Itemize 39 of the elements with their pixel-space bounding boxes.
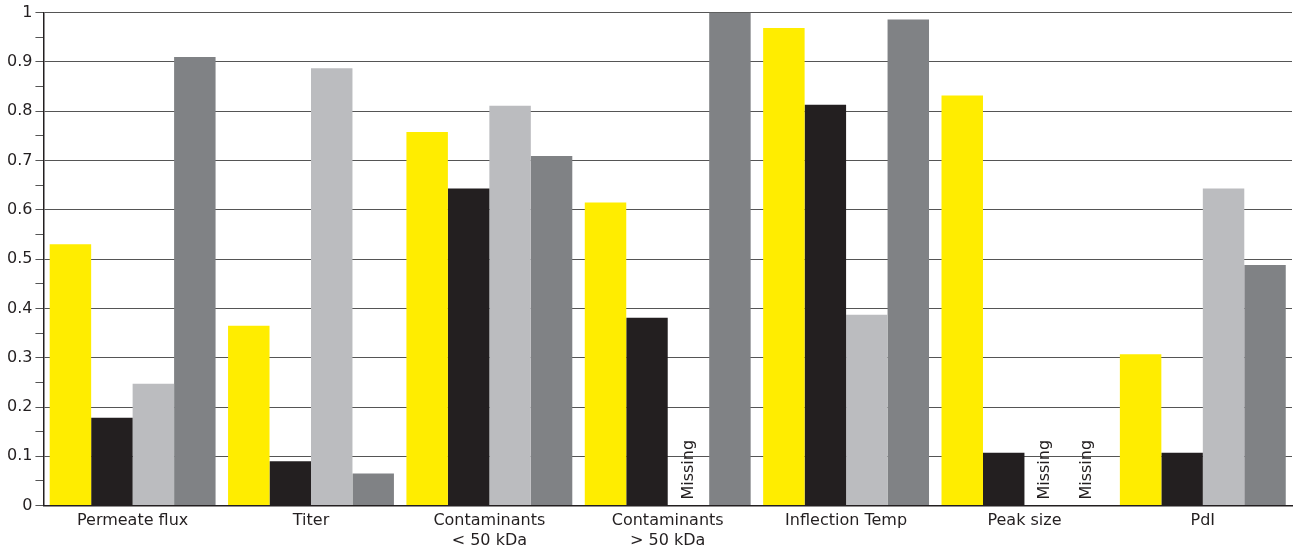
y-tick-label: 0.9	[6, 51, 33, 71]
bar	[1244, 265, 1286, 506]
x-tick-label: Contaminants < 50 kDa	[433, 510, 546, 549]
bar	[310, 68, 353, 506]
bar	[887, 19, 930, 506]
y-tick-label: 0	[22, 494, 33, 514]
x-tick-label: Inflection Temp	[785, 510, 908, 530]
annotation: Missing	[1075, 439, 1095, 500]
bar	[489, 105, 531, 506]
bar	[406, 131, 448, 506]
annotation: Missing	[677, 439, 697, 500]
text: 0.1	[6, 445, 33, 465]
bar	[709, 12, 751, 506]
bar	[352, 473, 394, 506]
y-tick-label: 0.8	[6, 100, 33, 120]
y-tick-label: 0.6	[6, 198, 33, 218]
y-tick-label: 0.7	[6, 149, 33, 169]
bar	[228, 325, 270, 506]
y-tick-label: 0.4	[6, 297, 33, 317]
bar	[1202, 188, 1245, 506]
bar	[174, 56, 216, 506]
bar	[584, 202, 627, 506]
x-tick-label: Peak size	[987, 510, 1062, 530]
x-tick-label: Contaminants > 50 kDa	[611, 510, 724, 549]
bar	[1119, 354, 1162, 506]
bar	[763, 27, 805, 506]
y-tick-label: 0.3	[6, 346, 33, 366]
bar	[132, 383, 175, 506]
annotation: Missing	[1034, 439, 1054, 500]
x-tick-label: PdI	[1190, 510, 1216, 530]
y-tick-label: 0.5	[6, 248, 33, 268]
bar	[941, 95, 983, 506]
bar	[49, 244, 92, 506]
y-tick-label: 0.2	[6, 396, 33, 416]
x-tick-label: Permeate flux	[76, 510, 189, 530]
x-tick-label: Titer	[291, 510, 330, 530]
bar	[846, 314, 888, 506]
y-tick-label: 1	[22, 1, 33, 21]
bar	[530, 156, 573, 506]
